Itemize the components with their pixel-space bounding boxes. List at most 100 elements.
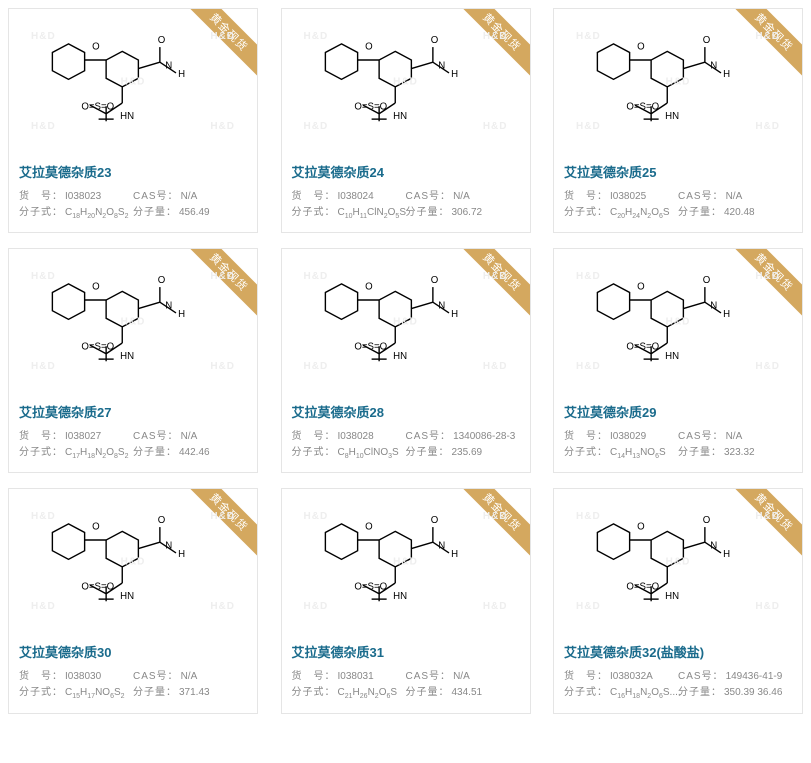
formula-label: 分子式： <box>19 445 63 462</box>
product-card[interactable]: 黄金现货 H&DH&D H&DH&D H&D O O H N O=S=O HN <box>8 488 258 713</box>
product-grid: 黄金现货 H&DH&D H&DH&D H&D O O H N O=S=O HN <box>0 0 811 722</box>
mw-label: 分子量： <box>133 685 177 702</box>
structure-image-box: H&DH&D H&DH&D H&D O O H N O=S=O HN <box>554 9 802 154</box>
mw-label: 分子量： <box>133 445 177 462</box>
svg-text:O: O <box>92 281 100 292</box>
product-card[interactable]: 黄金现货 H&DH&D H&DH&D H&D O O H N O=S=O HN <box>8 8 258 233</box>
code-value: I038024 <box>338 189 374 205</box>
structure-image-box: H&DH&D H&DH&D H&D O O H N O=S=O HN <box>282 9 530 154</box>
cas-value: N/A <box>181 189 198 205</box>
structure-diagram: O O H N O=S=O HN <box>17 497 249 626</box>
svg-text:H: H <box>723 309 730 320</box>
svg-text:O=S=O: O=S=O <box>626 582 659 593</box>
svg-text:N: N <box>165 541 172 552</box>
mw-value: 442.46 <box>179 445 210 462</box>
formula-value: C10H11ClN2O5S <box>338 205 406 222</box>
svg-text:O: O <box>430 35 438 46</box>
product-title[interactable]: 艾拉莫德杂质31 <box>292 642 520 661</box>
product-title[interactable]: 艾拉莫德杂质29 <box>564 402 792 421</box>
svg-text:N: N <box>165 301 172 312</box>
formula-label: 分子式： <box>292 445 336 462</box>
svg-text:HN: HN <box>665 111 679 122</box>
mw-value: 306.72 <box>452 205 483 222</box>
formula-value: C15H17NO6S2 <box>65 685 125 702</box>
formula-label: 分子式： <box>564 205 608 222</box>
svg-text:O: O <box>703 515 711 526</box>
svg-text:O: O <box>637 522 645 533</box>
svg-text:H: H <box>451 550 458 561</box>
code-value: I038031 <box>338 669 374 685</box>
formula-value: C21H26N2O6S <box>338 685 398 702</box>
cas-value: 149436-41-9 <box>726 669 783 685</box>
svg-text:O: O <box>430 515 438 526</box>
mw-value: 456.49 <box>179 205 210 222</box>
svg-text:N: N <box>710 541 717 552</box>
cas-value: N/A <box>453 669 470 685</box>
cas-label: CAS号： <box>678 669 724 685</box>
structure-diagram: O O H N O=S=O HN <box>290 17 522 146</box>
svg-text:HN: HN <box>120 111 134 122</box>
mw-value: 235.69 <box>452 445 483 462</box>
product-title[interactable]: 艾拉莫德杂质28 <box>292 402 520 421</box>
product-info: 艾拉莫德杂质23 货 号：I038023 CAS号：N/A 分子式：C18H20… <box>9 154 257 232</box>
product-info: 艾拉莫德杂质24 货 号：I038024 CAS号：N/A 分子式：C10H11… <box>282 154 530 232</box>
cas-label: CAS号： <box>406 429 452 445</box>
cas-value: N/A <box>181 429 198 445</box>
formula-value: C20H24N2O6S <box>610 205 670 222</box>
product-title[interactable]: 艾拉莫德杂质32(盐酸盐) <box>564 642 792 661</box>
code-label: 货 号： <box>292 189 336 205</box>
product-card[interactable]: 黄金现货 H&DH&D H&DH&D H&D O O H N O=S=O HN <box>281 8 531 233</box>
structure-image-box: H&DH&D H&DH&D H&D O O H N O=S=O HN <box>282 249 530 394</box>
structure-image-box: H&DH&D H&DH&D H&D O O H N O=S=O HN <box>9 489 257 634</box>
product-card[interactable]: 黄金现货 H&DH&D H&DH&D H&D O O H N O=S=O HN <box>281 488 531 713</box>
mw-value: 350.39 36.46 <box>724 685 782 702</box>
svg-text:O=S=O: O=S=O <box>626 101 659 112</box>
svg-text:O: O <box>637 41 645 52</box>
product-card[interactable]: 黄金现货 H&DH&D H&DH&D H&D O O H N O=S=O HN <box>553 248 803 473</box>
cas-value: N/A <box>726 189 743 205</box>
svg-text:O: O <box>158 35 166 46</box>
cas-label: CAS号： <box>133 669 179 685</box>
mw-label: 分子量： <box>678 445 722 462</box>
svg-text:HN: HN <box>120 351 134 362</box>
product-card[interactable]: 黄金现货 H&DH&D H&DH&D H&D O O H N O=S=O HN <box>553 488 803 713</box>
svg-text:O: O <box>92 41 100 52</box>
svg-text:HN: HN <box>393 351 407 362</box>
product-title[interactable]: 艾拉莫德杂质23 <box>19 162 247 181</box>
svg-text:O: O <box>430 275 438 286</box>
product-card[interactable]: 黄金现货 H&DH&D H&DH&D H&D O O H N O=S=O HN <box>8 248 258 473</box>
svg-text:O: O <box>158 515 166 526</box>
svg-text:H: H <box>178 309 185 320</box>
svg-text:H: H <box>178 550 185 561</box>
svg-text:O=S=O: O=S=O <box>354 101 387 112</box>
formula-value: C17H18N2O8S2 <box>65 445 128 462</box>
formula-value: C16H18N2O6S.... <box>610 685 681 702</box>
formula-label: 分子式： <box>19 205 63 222</box>
svg-text:O=S=O: O=S=O <box>81 101 114 112</box>
product-title[interactable]: 艾拉莫德杂质27 <box>19 402 247 421</box>
svg-text:HN: HN <box>665 351 679 362</box>
mw-value: 420.48 <box>724 205 755 222</box>
product-title[interactable]: 艾拉莫德杂质24 <box>292 162 520 181</box>
formula-value: C18H20N2O8S2 <box>65 205 128 222</box>
mw-value: 371.43 <box>179 685 210 702</box>
svg-text:O: O <box>703 275 711 286</box>
code-value: I038028 <box>338 429 374 445</box>
product-card[interactable]: 黄金现货 H&DH&D H&DH&D H&D O O H N O=S=O HN <box>553 8 803 233</box>
mw-label: 分子量： <box>406 205 450 222</box>
product-card[interactable]: 黄金现货 H&DH&D H&DH&D H&D O O H N O=S=O HN <box>281 248 531 473</box>
formula-value: C8H10ClNO3S <box>338 445 399 462</box>
mw-value: 434.51 <box>452 685 483 702</box>
svg-text:O=S=O: O=S=O <box>81 342 114 353</box>
product-title[interactable]: 艾拉莫德杂质30 <box>19 642 247 661</box>
svg-text:O=S=O: O=S=O <box>626 342 659 353</box>
svg-text:N: N <box>438 541 445 552</box>
product-info: 艾拉莫德杂质32(盐酸盐) 货 号：I038032A CAS号：149436-4… <box>554 634 802 712</box>
product-title[interactable]: 艾拉莫德杂质25 <box>564 162 792 181</box>
code-label: 货 号： <box>19 189 63 205</box>
formula-label: 分子式： <box>292 685 336 702</box>
formula-label: 分子式： <box>19 685 63 702</box>
mw-label: 分子量： <box>678 685 722 702</box>
code-value: I038032A <box>610 669 653 685</box>
code-label: 货 号： <box>564 429 608 445</box>
